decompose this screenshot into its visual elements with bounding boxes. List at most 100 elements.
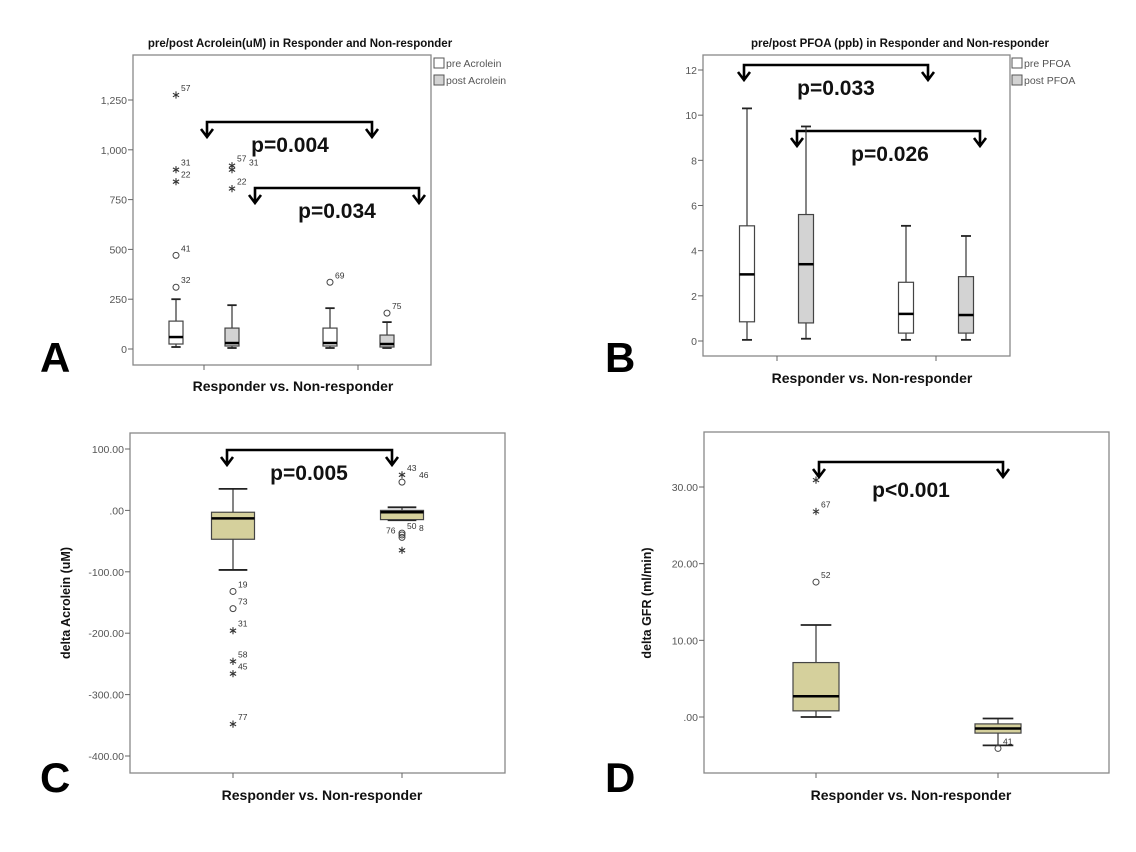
y-tick-label: 10 [685, 110, 697, 122]
y-tick-label: -400.00 [88, 751, 124, 763]
p-value-label: p=0.034 [298, 200, 376, 223]
plot-frame [132, 54, 432, 366]
panel-letter: C [40, 754, 70, 801]
outlier-label: 57 [237, 154, 247, 164]
box-iqr [210, 511, 256, 540]
box-1: 41 [974, 717, 1022, 752]
chart-title: pre/post Acrolein(uM) in Responder and N… [148, 38, 453, 50]
outlier-star-marker [172, 166, 180, 174]
chart-title: pre/post PFOA (ppb) in Responder and Non… [751, 38, 1049, 50]
p-value-label: p=0.005 [270, 462, 348, 485]
box-0 [738, 107, 756, 341]
outlier-label: 22 [237, 177, 247, 187]
box-iqr [379, 509, 425, 521]
outlier-label: 58 [238, 649, 248, 659]
outlier-star-marker [228, 185, 236, 193]
plot-frame [129, 432, 506, 774]
outlier-star-marker [398, 546, 406, 554]
outlier-star-marker [398, 471, 406, 479]
outlier-star-marker [229, 657, 237, 665]
chart-panel-c: 100.00 .00 -100.00 -200.00 -300.00 -400.00 p=0… [40, 432, 506, 803]
box-iqr [224, 327, 240, 347]
outlier-label: 31 [181, 158, 191, 168]
outlier-circle-marker [229, 587, 237, 595]
x-axis-label: Responder vs. Non-responder [193, 378, 394, 394]
box-0: 67 52 [792, 476, 840, 718]
outlier-circle-marker [398, 478, 406, 486]
significance-bracket [736, 63, 936, 83]
y-tick-label: 0 [121, 344, 127, 356]
legend-swatch [433, 74, 445, 86]
box-2: 69 [322, 270, 345, 349]
x-axis-label: Responder vs. Non-responder [811, 787, 1012, 803]
outlier-label: 8 [419, 523, 424, 533]
outlier-star-marker [228, 166, 236, 174]
y-tick-label: .00 [109, 505, 124, 517]
outlier-label: 52 [821, 570, 831, 580]
outlier-star-marker [229, 720, 237, 728]
significance-bracket [199, 120, 380, 140]
p-value-label: p<0.001 [872, 479, 950, 502]
box-iqr [792, 661, 840, 712]
outlier-circle-marker [172, 251, 180, 259]
chart-panel-d: 30.00 20.00 10.00 .00 p<0.001 67 52 41 Responder… [605, 431, 1110, 803]
outlier-circle-marker [326, 278, 334, 286]
outlier-star-marker [229, 670, 237, 678]
outlier-circle-marker [812, 578, 820, 586]
outlier-label: 41 [181, 243, 191, 253]
box-3 [957, 235, 975, 341]
box-iqr [897, 281, 915, 334]
outlier-circle-marker [172, 283, 180, 291]
y-tick-label: -200.00 [88, 628, 124, 640]
outlier-label: 19 [238, 579, 248, 589]
y-tick-label: 750 [109, 195, 127, 207]
outlier-label: 22 [181, 170, 191, 180]
outlier-label: 41 [1003, 736, 1013, 746]
y-tick-label: 6 [691, 201, 697, 213]
y-tick-label: -300.00 [88, 690, 124, 702]
y-tick-label: 10.00 [672, 635, 698, 647]
outlier-label: 45 [238, 662, 248, 672]
y-tick-label: -100.00 [88, 567, 124, 579]
box-3: 75 [379, 301, 402, 349]
panel-letter: A [40, 334, 70, 381]
outlier-circle-marker [398, 529, 406, 537]
box-0: 19 73 31 58 45 77 [210, 488, 256, 728]
outlier-circle-marker [398, 531, 406, 539]
outlier-label: 32 [181, 275, 191, 285]
plot-frame [703, 431, 1110, 774]
y-tick-label: 0 [691, 336, 697, 348]
box-iqr [379, 334, 395, 348]
outlier-star-marker [172, 178, 180, 186]
y-tick-label: 30.00 [672, 482, 698, 494]
y-tick-label: 12 [685, 65, 697, 77]
y-tick-label: 100.00 [92, 444, 124, 456]
legend-label: pre Acrolein [446, 58, 502, 70]
y-axis-label: delta GFR (ml/min) [640, 547, 654, 658]
p-value-label: p=0.004 [251, 134, 329, 157]
box-iqr [957, 276, 975, 334]
p-value-label: p=0.033 [797, 77, 875, 100]
p-value-label: p=0.026 [851, 143, 929, 166]
outlier-label: 50 [407, 521, 417, 531]
box-2 [897, 224, 915, 341]
outlier-label: 31 [238, 619, 248, 629]
outlier-label: 73 [238, 597, 248, 607]
legend-swatch [433, 57, 445, 69]
panel-letter: D [605, 754, 635, 801]
outlier-circle-marker [398, 533, 406, 541]
outlier-label: 76 [386, 525, 396, 535]
legend-label: pre PFOA [1024, 58, 1071, 70]
y-tick-label: .00 [683, 712, 698, 724]
outlier-label: 46 [419, 470, 429, 480]
legend-label: post PFOA [1024, 75, 1075, 87]
outlier-circle-marker [229, 605, 237, 613]
outlier-label: 75 [392, 301, 402, 311]
outlier-label: 31 [249, 158, 259, 168]
box-iqr [322, 327, 338, 347]
significance-bracket [811, 460, 1011, 480]
outlier-star-marker [229, 627, 237, 635]
